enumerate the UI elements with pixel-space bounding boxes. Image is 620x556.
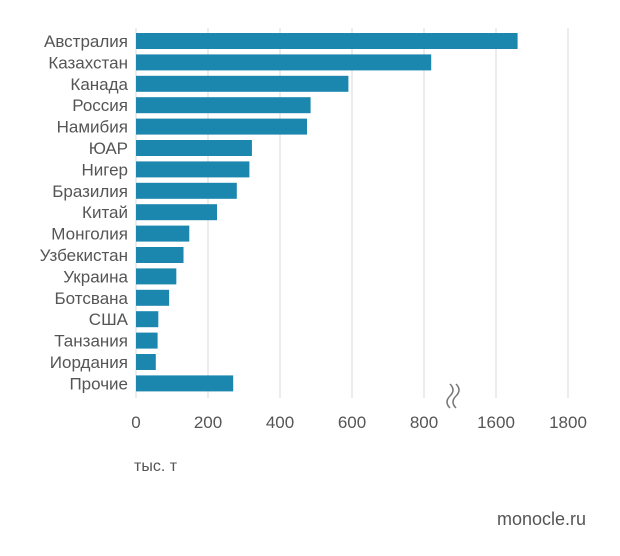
category-label: Австралия — [44, 32, 128, 51]
category-label: Россия — [72, 96, 128, 115]
category-label: Украина — [63, 267, 128, 286]
bar-15 — [136, 354, 156, 370]
category-label: Нигер — [81, 160, 128, 179]
category-label: США — [89, 310, 129, 329]
category-label: Китай — [82, 203, 128, 222]
bar-9 — [136, 225, 190, 242]
bar-8 — [136, 204, 217, 221]
bar-2 — [136, 75, 349, 92]
bar-1 — [136, 54, 432, 71]
x-tick-label: 200 — [194, 413, 222, 432]
bar-3 — [136, 97, 311, 114]
category-label: Намибия — [57, 118, 128, 137]
bars — [136, 33, 518, 392]
x-tick-label: 0 — [131, 413, 140, 432]
x-tick-label: 1600 — [477, 413, 515, 432]
category-label: Бразилия — [52, 182, 128, 201]
unit-label: тыс. т — [134, 458, 178, 475]
bar-10 — [136, 247, 184, 263]
x-axis-ticks: 0 200 400 600 800 1600 1800 — [131, 413, 587, 432]
category-labels: Австралия Казахстан Канада Россия Намибия ЮАР… — [40, 32, 129, 393]
category-label: Иордания — [50, 353, 128, 372]
x-tick-label: 600 — [338, 413, 366, 432]
category-label: Канада — [70, 75, 128, 94]
bar-7 — [136, 182, 237, 199]
category-label: Казахстан — [48, 53, 128, 72]
category-label: Узбекистан — [40, 246, 128, 265]
bar-12 — [136, 289, 170, 306]
bar-13 — [136, 311, 159, 328]
x-tick-label: 800 — [410, 413, 438, 432]
bar-0 — [136, 33, 518, 49]
break-stroke-right — [452, 383, 460, 409]
category-label: ЮАР — [89, 139, 128, 158]
bar-5 — [136, 140, 252, 156]
break-stroke-left — [446, 383, 454, 409]
bar-6 — [136, 161, 250, 178]
source-credit: monocle.ru — [496, 509, 586, 529]
bar-11 — [136, 268, 177, 285]
x-tick-label: 400 — [266, 413, 294, 432]
category-label: Монголия — [51, 225, 128, 244]
break-mask — [444, 382, 462, 410]
bar-4 — [136, 118, 307, 135]
bar-16 — [136, 375, 234, 392]
x-tick-label: 1800 — [549, 413, 587, 432]
bar-14 — [136, 332, 158, 349]
category-label: Ботсвана — [55, 289, 129, 308]
category-label: Прочие — [69, 374, 128, 393]
category-label: Танзания — [54, 332, 128, 351]
axis-break-mark — [444, 382, 462, 410]
